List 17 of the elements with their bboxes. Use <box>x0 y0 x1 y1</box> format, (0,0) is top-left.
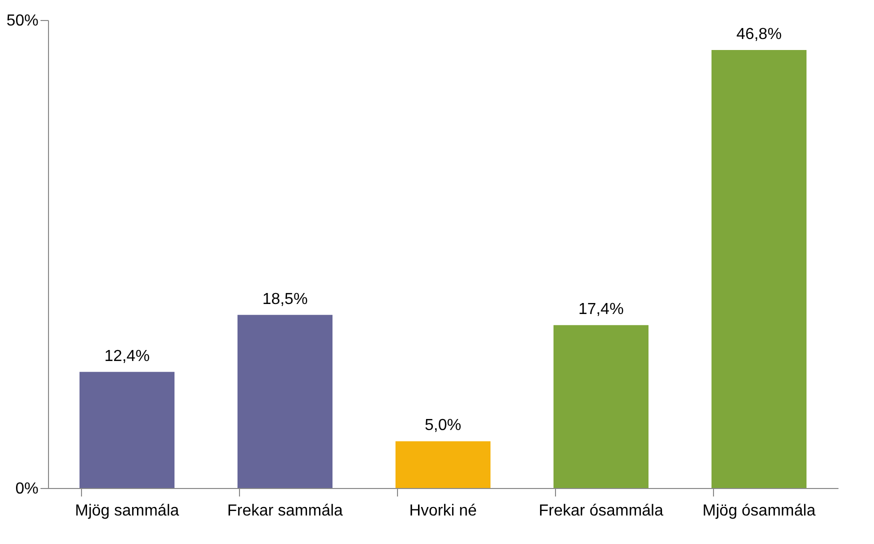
x-tick-label: Hvorki né <box>409 502 477 520</box>
x-tick-label: Mjög sammála <box>74 502 180 520</box>
data-label: 12,4% <box>104 348 150 365</box>
y-tick-label: 0% <box>15 480 38 498</box>
data-label: 18,5% <box>262 290 308 308</box>
bar <box>238 314 332 488</box>
bar <box>396 441 490 488</box>
data-label: 46,8% <box>736 26 782 43</box>
x-tick-label: Mjög ósammála <box>702 502 816 520</box>
x-tick-label: Frekar sammála <box>227 502 343 520</box>
bar <box>80 372 174 488</box>
x-tick-label: Frekar ósammála <box>538 502 664 520</box>
data-label: 17,4% <box>578 301 624 318</box>
bar <box>554 325 648 488</box>
bar <box>712 50 806 488</box>
y-tick-label: 50% <box>6 12 38 30</box>
data-label: 5,0% <box>424 417 462 434</box>
